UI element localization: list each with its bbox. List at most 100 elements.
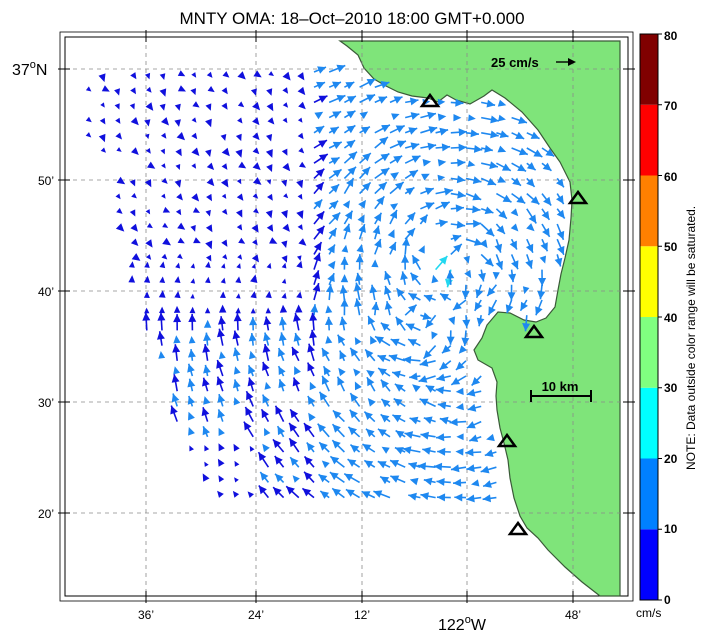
current-vector (313, 153, 329, 164)
current-vector (201, 406, 210, 422)
current-vector (144, 261, 150, 268)
current-vector (265, 307, 271, 314)
current-vector (129, 103, 135, 110)
lat-label-30: 30’ (38, 396, 54, 410)
current-vector (377, 354, 391, 363)
current-vector (98, 133, 106, 143)
current-vector (463, 255, 470, 264)
current-vector (461, 330, 470, 347)
grid-lines (65, 37, 628, 596)
current-vector (235, 293, 241, 299)
current-vector (202, 426, 210, 438)
current-vector (281, 262, 287, 269)
current-vector (277, 347, 286, 362)
current-vector (159, 261, 166, 269)
current-vector (408, 462, 421, 470)
current-vector (313, 225, 326, 240)
colorbar-tick-50: 50 (664, 240, 678, 254)
current-vector (266, 164, 273, 172)
current-vector (349, 347, 361, 362)
current-vector (205, 224, 213, 233)
current-vector (402, 237, 410, 255)
current-vector (389, 155, 403, 164)
current-vector (298, 238, 307, 246)
colorbar (639, 33, 662, 601)
current-vector (497, 145, 507, 153)
current-vector (247, 491, 254, 498)
radar-sites (419, 92, 589, 536)
current-vector (318, 473, 330, 484)
current-vector (206, 178, 215, 187)
current-vector (388, 241, 397, 255)
radar-site-marker (567, 189, 589, 205)
current-vector (204, 461, 209, 467)
current-vector (476, 315, 485, 327)
current-vector (328, 200, 339, 210)
current-vector (556, 223, 565, 241)
current-vector (303, 455, 315, 468)
colorbar-segment (640, 246, 658, 317)
current-vector (377, 367, 391, 377)
current-vector (313, 181, 325, 195)
current-vector (203, 396, 211, 405)
current-vector (461, 284, 470, 300)
current-vector (291, 346, 300, 362)
current-vector (433, 462, 451, 471)
current-vector (249, 350, 257, 360)
current-vector (267, 117, 275, 125)
current-vector (462, 315, 471, 328)
current-vector (262, 343, 271, 361)
current-vector (216, 376, 225, 392)
current-vector (394, 446, 406, 455)
current-vector (556, 208, 566, 220)
current-vector (297, 255, 302, 261)
current-vector (313, 139, 328, 149)
current-vector (343, 166, 357, 179)
current-vector (526, 208, 537, 224)
current-vector (251, 254, 259, 263)
current-vector (161, 193, 166, 199)
current-vector (303, 471, 315, 483)
current-vector (355, 254, 364, 270)
colorbar-tick-80: 80 (664, 29, 678, 43)
current-vector (221, 87, 228, 95)
current-vector (252, 147, 260, 155)
current-vector (310, 304, 319, 316)
current-vector (206, 71, 213, 78)
current-vector (380, 398, 391, 408)
current-vector (541, 223, 551, 238)
current-vector (234, 477, 239, 483)
current-vector (467, 403, 482, 412)
current-vector (404, 169, 419, 180)
current-vector (511, 131, 525, 140)
current-vector (298, 147, 305, 154)
current-vector (175, 262, 181, 269)
current-vector (331, 439, 345, 453)
current-vector (420, 202, 435, 210)
current-vector (395, 316, 406, 331)
current-vector (282, 223, 290, 232)
current-vector (298, 101, 306, 110)
current-vector (282, 71, 291, 81)
current-vector (535, 299, 543, 316)
current-vector (556, 238, 565, 256)
current-vector (455, 387, 464, 395)
current-vector (526, 131, 540, 140)
current-vector (408, 292, 421, 301)
current-vector (253, 177, 262, 185)
current-vector (359, 181, 372, 195)
current-vector (321, 375, 330, 392)
current-vector (220, 134, 227, 141)
current-vector (175, 164, 181, 170)
current-vector (306, 362, 315, 377)
current-vector (446, 270, 455, 285)
current-vector (236, 209, 243, 218)
current-vector (281, 179, 288, 187)
current-vector (325, 335, 333, 344)
current-vector (392, 414, 406, 423)
current-vector (175, 209, 182, 216)
current-vector (237, 117, 243, 124)
current-vector (100, 102, 105, 108)
current-vector (131, 193, 137, 199)
current-vector (365, 428, 376, 438)
